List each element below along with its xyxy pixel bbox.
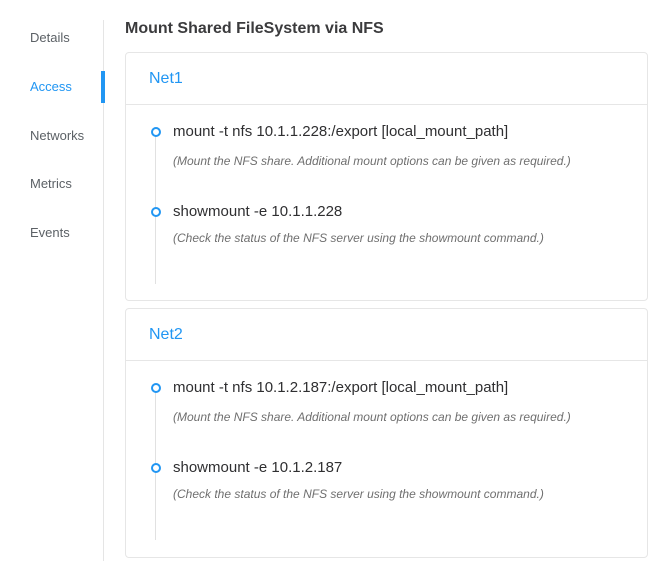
mount-command-text: mount -t nfs 10.1.2.187:/export [local_m… xyxy=(173,379,509,396)
timeline-dot-icon xyxy=(151,463,161,473)
mount-command-description: (Mount the NFS share. Additional mount o… xyxy=(173,154,571,168)
net1-card: Net1 mount -t nfs 10.1.1.228:/export [lo… xyxy=(125,52,648,301)
page-title: Mount Shared FileSystem via NFS xyxy=(125,20,384,37)
sidebar-item-networks[interactable]: Networks xyxy=(30,128,85,143)
net2-card-header: Net2 xyxy=(126,309,647,361)
active-tab-indicator xyxy=(101,71,105,103)
timeline-dot-icon xyxy=(151,127,161,137)
mount-command-text: mount -t nfs 10.1.1.228:/export [local_m… xyxy=(173,123,509,140)
card-title-net2: Net2 xyxy=(149,325,183,343)
sidebar-item-events[interactable]: Events xyxy=(30,225,70,240)
card-title-net1: Net1 xyxy=(149,69,183,87)
sidebar: Details Access Networks Metrics Events xyxy=(0,20,105,561)
showmount-command-text: showmount -e 10.1.1.228 xyxy=(173,203,343,220)
sidebar-item-access[interactable]: Access xyxy=(30,79,72,94)
showmount-command-description: (Check the status of the NFS server usin… xyxy=(173,231,544,245)
net1-card-header: Net1 xyxy=(126,53,647,105)
sidebar-item-details[interactable]: Details xyxy=(30,30,70,45)
sidebar-item-metrics[interactable]: Metrics xyxy=(30,176,72,191)
net2-card: Net2 mount -t nfs 10.1.2.187:/export [lo… xyxy=(125,308,648,558)
showmount-command-description: (Check the status of the NFS server usin… xyxy=(173,487,544,501)
timeline-dot-icon xyxy=(151,383,161,393)
showmount-command-text: showmount -e 10.1.2.187 xyxy=(173,459,343,476)
mount-command-description: (Mount the NFS share. Additional mount o… xyxy=(173,410,571,424)
timeline-dot-icon xyxy=(151,207,161,217)
